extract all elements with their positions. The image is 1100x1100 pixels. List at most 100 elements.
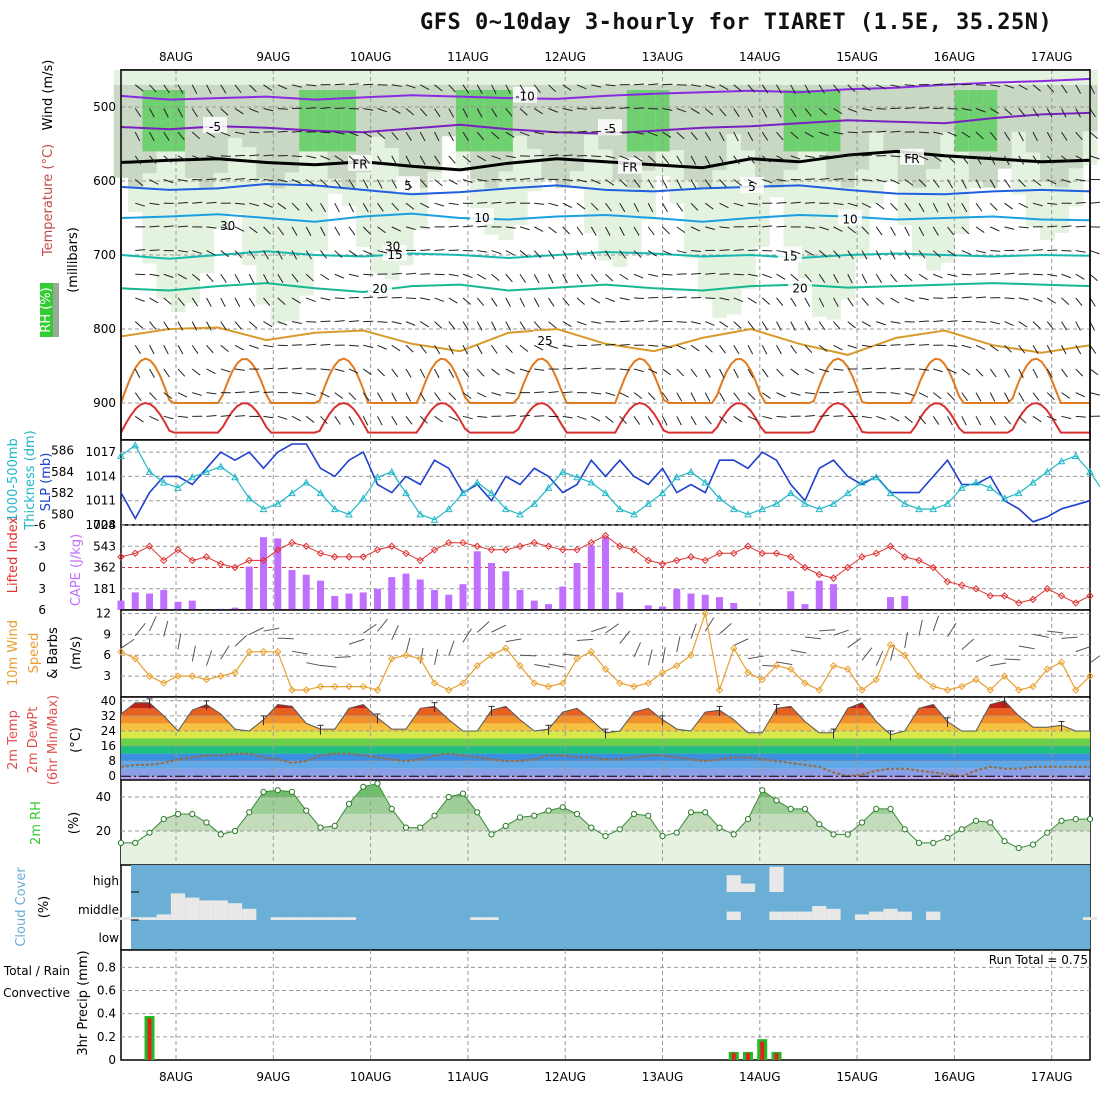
cape-bar [188, 600, 196, 610]
rh-point [801, 805, 809, 813]
wind-barb [947, 273, 958, 277]
wind-barb [904, 155, 915, 159]
cape-bar [673, 588, 681, 610]
rh-band-mid [740, 85, 756, 151]
wind-barb [633, 202, 640, 213]
rh-point [117, 839, 125, 847]
wind-barb [790, 392, 801, 396]
wind-barb [334, 392, 344, 399]
lifted-point [1029, 595, 1037, 604]
wind10-barb [733, 638, 749, 647]
wind-barb [847, 391, 858, 394]
wind-barb [918, 226, 925, 236]
wind-barb [419, 344, 427, 354]
lifted-point [972, 585, 980, 593]
precip-tick: 0 [108, 1053, 116, 1067]
wind-barb [363, 250, 373, 256]
wind-barb [149, 179, 159, 185]
wind-barb [348, 344, 360, 347]
wind-barb [1075, 321, 1081, 331]
wind-barb [462, 368, 470, 378]
wind-barb [291, 297, 301, 304]
panels: 8AUG8AUG9AUG9AUG10AUG10AUG11AUG11AUG12AU… [3, 50, 1100, 1084]
wind-barb [491, 273, 500, 282]
cape-bar [416, 579, 424, 610]
wind10-barb [562, 653, 579, 657]
wind-barb [590, 202, 599, 211]
lifted-tick: 3 [38, 582, 46, 596]
wind10-barb [719, 622, 732, 635]
rh-point [516, 814, 524, 821]
wind-barb [291, 130, 303, 133]
wind-barb [861, 274, 868, 284]
date-label-bottom: 16AUG [934, 1070, 976, 1084]
axis-label: 1000-500mb [6, 438, 21, 522]
wind-barb [819, 178, 830, 181]
wind-barb [334, 368, 345, 373]
wind10-barb [1004, 658, 1021, 661]
wind-barb [947, 202, 953, 213]
wind-barb [220, 273, 227, 283]
wind-barb [291, 155, 303, 158]
wind-barb [861, 154, 873, 157]
wind-barb [605, 202, 612, 212]
wind-barb [548, 202, 559, 207]
wind-barb [348, 392, 357, 401]
wind-barb [320, 343, 331, 346]
wind-barb [477, 392, 487, 398]
wind10-barb [875, 650, 884, 666]
cape-bar [288, 570, 296, 610]
lifted-point [829, 574, 838, 582]
wind-barb [220, 297, 226, 308]
wind-barb [1032, 131, 1038, 142]
cloud-middle-bar [156, 914, 171, 920]
wind-barb [1004, 226, 1015, 230]
wind-barb [234, 415, 246, 417]
wind-barb [434, 297, 445, 302]
cape-bar [815, 580, 823, 610]
cape-bar [431, 590, 438, 610]
wind10-point [715, 686, 724, 694]
thickness-point [444, 505, 453, 513]
cape-bar [716, 597, 723, 610]
wind-barb [790, 250, 801, 255]
wind-barb [249, 202, 260, 207]
wind-barb [477, 273, 487, 280]
wind-barb [206, 368, 216, 375]
wind-barb [220, 131, 231, 137]
wind-barb [419, 392, 426, 402]
rh-band-mid [698, 85, 713, 188]
cape-bar [117, 600, 125, 610]
wind-barb [220, 321, 227, 331]
wind-barb [419, 108, 428, 117]
wind10-barb [932, 615, 940, 632]
wind-barb [876, 84, 886, 90]
wind-barb [1061, 273, 1072, 279]
lifted-tick: -3 [34, 539, 46, 553]
wind-barb [306, 84, 317, 87]
wind-barb [234, 273, 241, 284]
wind-barb [491, 131, 500, 140]
wind10-barb [990, 662, 1007, 667]
wind-barb [1032, 84, 1042, 92]
wind-barb [405, 202, 415, 210]
wind10-barb [1018, 645, 1035, 650]
wind10-barb [975, 654, 991, 663]
wind10-point [487, 651, 496, 659]
rh-point [659, 833, 666, 840]
lifted-point [758, 549, 766, 558]
wind-barb [904, 273, 913, 282]
cloud-middle-bar [185, 897, 200, 920]
wind10-point [445, 686, 453, 694]
wind-barb [149, 84, 157, 93]
wind-barb [220, 414, 231, 417]
lifted-point [473, 542, 481, 550]
dewpoint-line [120, 752, 1090, 778]
wind-barb [362, 131, 373, 138]
cloud-middle-bar [926, 911, 941, 920]
pressure-tick: 700 [93, 248, 116, 262]
wind-barb [975, 108, 986, 113]
wind10-point [459, 679, 467, 687]
